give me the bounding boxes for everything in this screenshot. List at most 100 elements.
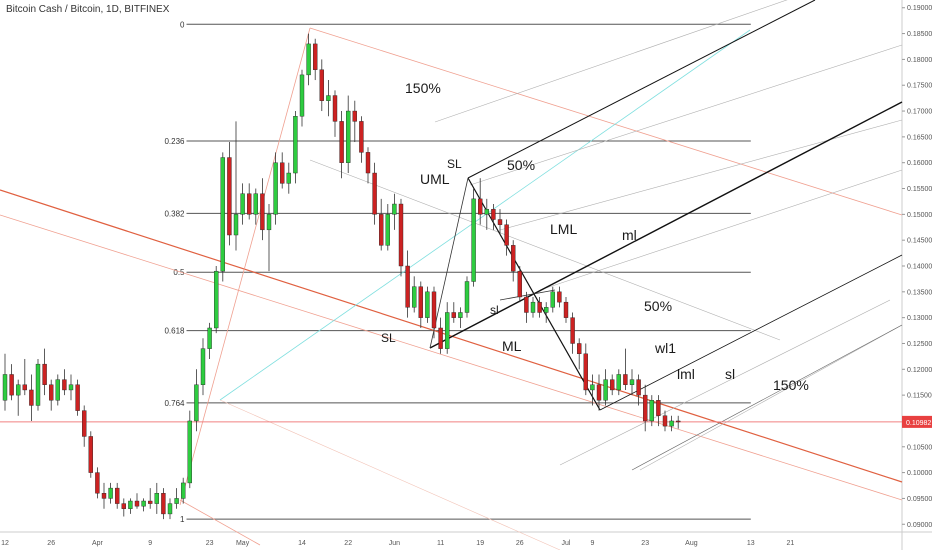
candle <box>167 498 173 520</box>
candle <box>425 286 430 323</box>
x-tick-label: 19 <box>476 540 484 547</box>
candle-body <box>326 95 331 101</box>
candle-body <box>2 374 8 401</box>
candle <box>379 198 384 251</box>
black-swing-left <box>429 177 469 349</box>
candle <box>649 395 654 427</box>
candle-body <box>246 193 252 215</box>
candle <box>81 405 87 447</box>
candle <box>603 369 608 406</box>
candle <box>537 296 542 318</box>
candle-body <box>504 224 509 246</box>
black-median-line <box>429 101 903 349</box>
candle <box>491 204 496 230</box>
candle-body <box>49 384 54 401</box>
y-tick-label: 0.14500 <box>907 238 932 245</box>
x-tick-label: Jul <box>562 540 571 547</box>
candle <box>570 312 575 354</box>
candle-body <box>385 214 390 246</box>
cyan-line <box>219 29 751 401</box>
candle <box>326 80 331 117</box>
candle-body <box>332 95 338 122</box>
chart-annotation: LML <box>550 221 577 237</box>
candle-body <box>174 498 179 504</box>
y-tick-label: 0.12000 <box>907 367 932 374</box>
candle-body <box>180 482 186 499</box>
candle-body <box>313 43 318 70</box>
candle <box>544 302 549 323</box>
candle-body <box>583 353 588 391</box>
x-tick-label: 13 <box>747 540 755 547</box>
red-median-line <box>0 189 903 483</box>
candle <box>88 431 94 478</box>
candle <box>220 152 226 282</box>
candle <box>180 477 186 504</box>
candle <box>55 374 60 406</box>
candle-body <box>544 307 549 313</box>
candle <box>524 291 529 323</box>
fibonacci-retracement: 0 0.236 0.382 0.5 0.618 0.764 1 <box>164 20 751 524</box>
fib-level-label: 0.618 <box>164 327 185 336</box>
candle-body <box>161 493 166 515</box>
candle-body <box>623 374 628 385</box>
candle-body <box>293 116 298 174</box>
candle <box>128 498 133 514</box>
candle-body <box>530 301 536 313</box>
candle-body <box>610 379 615 391</box>
candle-body <box>445 312 450 349</box>
y-tick-label: 0.18000 <box>907 57 932 64</box>
red-lower-line <box>0 214 903 501</box>
candle <box>412 276 417 313</box>
candle-body <box>379 214 384 246</box>
y-tick-label: 0.15500 <box>907 186 932 193</box>
candle-body <box>577 343 582 355</box>
candle-body <box>260 193 265 231</box>
chart-annotation: UML <box>420 171 450 187</box>
candle-body <box>346 110 351 163</box>
candle-body <box>62 379 67 391</box>
candle-body <box>240 193 245 215</box>
candle <box>517 266 522 303</box>
y-tick-label: 0.18500 <box>907 31 932 38</box>
y-tick-label: 0.10000 <box>907 470 932 477</box>
gray-line <box>539 169 903 291</box>
candle-body <box>29 389 34 406</box>
candle-body <box>563 301 569 318</box>
candle-body <box>629 379 635 385</box>
candle <box>319 59 324 112</box>
candle <box>22 358 27 396</box>
candle <box>372 162 377 225</box>
gray-line <box>559 299 891 466</box>
candle-body <box>438 327 443 349</box>
y-axis: 0.090000.095000.100000.105000.110000.115… <box>902 5 932 529</box>
black-upper-line <box>467 0 816 179</box>
x-tick-label: 21 <box>787 540 795 547</box>
candle <box>405 250 410 318</box>
candle-body <box>339 121 344 163</box>
candle-body <box>517 270 522 298</box>
x-tick-label: 23 <box>206 540 214 547</box>
candle-body <box>643 394 648 422</box>
y-tick-label: 0.09000 <box>907 522 932 529</box>
candle-body <box>458 312 463 318</box>
candle-body <box>484 208 489 215</box>
red-swing-line <box>179 27 311 506</box>
candle <box>266 204 272 272</box>
candle <box>438 317 443 354</box>
candle-body <box>405 265 410 308</box>
gray-line <box>499 119 903 231</box>
candle-body <box>418 286 423 318</box>
candle-body <box>557 291 562 303</box>
y-tick-label: 0.13000 <box>907 315 932 322</box>
chart-annotation: 50% <box>507 157 535 173</box>
candle-body <box>128 500 133 509</box>
candle-body <box>299 74 305 117</box>
fib-level-label: 0.5 <box>173 268 185 277</box>
candle-body <box>227 157 232 236</box>
candle <box>114 482 120 509</box>
candle-body <box>590 384 595 391</box>
candle <box>676 415 681 429</box>
candle <box>590 374 595 406</box>
candle-body <box>286 172 291 184</box>
